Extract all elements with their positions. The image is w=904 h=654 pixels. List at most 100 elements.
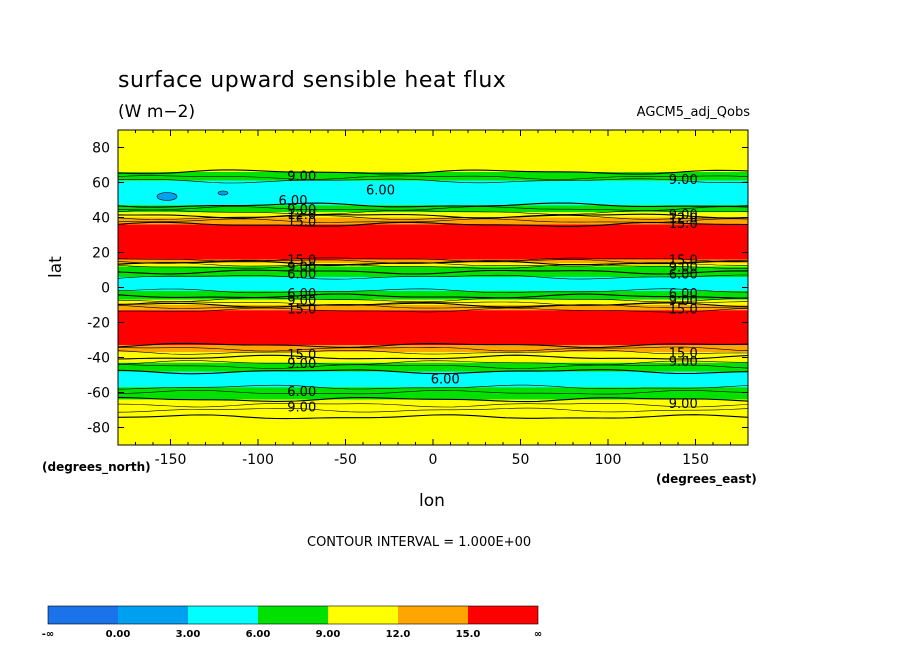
contour-label: 6.00 <box>279 194 308 209</box>
contour-line <box>118 364 748 369</box>
contour-label: 15.0 <box>287 303 316 318</box>
colorbar-label: 9.00 <box>316 629 341 640</box>
contour-band <box>118 352 748 363</box>
contour-label: 9.00 <box>669 173 698 188</box>
colorbar-label: 3.00 <box>176 629 201 640</box>
contour-label: 6.00 <box>669 268 698 283</box>
x-tick-label: 50 <box>512 452 530 468</box>
contour-line <box>118 269 748 275</box>
y-tick-label: 40 <box>92 211 110 227</box>
contour-line <box>118 396 748 403</box>
low-flux-patch <box>156 192 178 201</box>
contour-band <box>118 130 748 172</box>
contour-line <box>118 360 748 366</box>
colorbar-segment <box>328 606 398 624</box>
contour-band <box>118 266 748 277</box>
contour-line <box>118 304 748 309</box>
contour-line <box>118 389 748 395</box>
colorbar-segment <box>118 606 188 624</box>
contour-label: 6.00 <box>366 184 395 199</box>
contour-line <box>118 346 748 352</box>
y-tick-label: 60 <box>92 176 110 192</box>
contour-line <box>118 262 748 267</box>
contour-label: 6.00 <box>287 287 316 302</box>
colorbar-label: -∞ <box>42 629 54 640</box>
contour-line <box>118 215 748 221</box>
x-tick-label: 150 <box>682 452 709 468</box>
contour-line <box>118 354 748 360</box>
contour-line <box>118 407 748 413</box>
contour-line <box>118 264 748 269</box>
contour-band <box>118 362 748 372</box>
contour-line <box>118 297 748 303</box>
contour-label: 9.00 <box>287 170 316 185</box>
x-axis-label: lon <box>419 491 445 511</box>
contour-line <box>118 169 748 175</box>
contour-label: 9.00 <box>669 355 698 370</box>
x-tick-label: 0 <box>429 452 438 468</box>
contour-line <box>118 202 748 208</box>
contour-label: 9.00 <box>669 261 698 276</box>
contour-label: 9.00 <box>287 401 316 416</box>
contour-line <box>118 349 748 355</box>
y-tick-label: 80 <box>92 141 110 157</box>
contour-label: 9.00 <box>287 357 316 372</box>
contour-line <box>118 307 748 313</box>
y-unit-label: (degrees_north) <box>42 460 151 474</box>
y-axis-label: lat <box>46 256 66 278</box>
low-flux-patch <box>217 190 229 196</box>
y-tick-label: -60 <box>87 386 110 402</box>
colorbar-segment <box>48 606 118 624</box>
contour-band <box>118 212 748 218</box>
colorbar-label: 0.00 <box>106 629 131 640</box>
contour-label: 9.00 <box>669 397 698 412</box>
contour-line <box>118 301 748 306</box>
contour-label: 6.00 <box>287 268 316 283</box>
contour-band <box>118 277 748 291</box>
x-tick-label: -100 <box>242 452 274 468</box>
contour-band <box>118 310 748 346</box>
contour-label: 15.0 <box>669 254 698 269</box>
x-unit-label: (degrees_east) <box>656 472 757 486</box>
contour-label: 15.0 <box>287 215 316 230</box>
contour-band <box>118 180 748 206</box>
contour-band <box>118 371 748 388</box>
colorbar-segment <box>468 606 538 624</box>
colorbar-segment <box>258 606 328 624</box>
contour-label: 15.0 <box>287 348 316 363</box>
contour-label: 15.0 <box>669 346 698 361</box>
colorbar-segment <box>188 606 258 624</box>
contour-band <box>118 345 748 353</box>
contour-band <box>118 305 748 311</box>
contour-label: 12.0 <box>287 208 316 223</box>
contour-band <box>118 263 748 267</box>
chart-units: (W m−2) <box>118 102 196 122</box>
model-label: AGCM5_adj_Qobs <box>636 105 750 120</box>
contour-line <box>118 384 748 390</box>
contour-line <box>118 369 748 375</box>
y-tick-label: -80 <box>87 421 110 437</box>
contour-line <box>118 178 748 184</box>
colorbar-frame <box>47 605 539 625</box>
contour-line <box>118 288 748 294</box>
contour-line <box>118 221 748 227</box>
contour-line <box>118 213 748 219</box>
contour-label: 15.0 <box>669 303 698 318</box>
contour-band <box>118 259 748 263</box>
contour-label: 9.00 <box>287 294 316 309</box>
contour-label: 9.00 <box>669 208 698 223</box>
contour-label: 15.0 <box>287 254 316 269</box>
contour-line <box>118 302 748 308</box>
x-tick-label: -150 <box>155 452 187 468</box>
colorbar-label: 12.0 <box>386 629 411 640</box>
colorbar-label: ∞ <box>534 629 542 640</box>
contour-label: 6.00 <box>431 373 460 388</box>
colorbar-segment <box>398 606 468 624</box>
contour-label: 15.0 <box>669 217 698 232</box>
contour-band <box>118 291 748 300</box>
y-tick-label: -40 <box>87 351 110 367</box>
contour-line <box>118 342 748 349</box>
y-tick-label: 0 <box>101 281 110 297</box>
contour-label: 9.00 <box>287 203 316 218</box>
contour-line <box>118 293 748 299</box>
